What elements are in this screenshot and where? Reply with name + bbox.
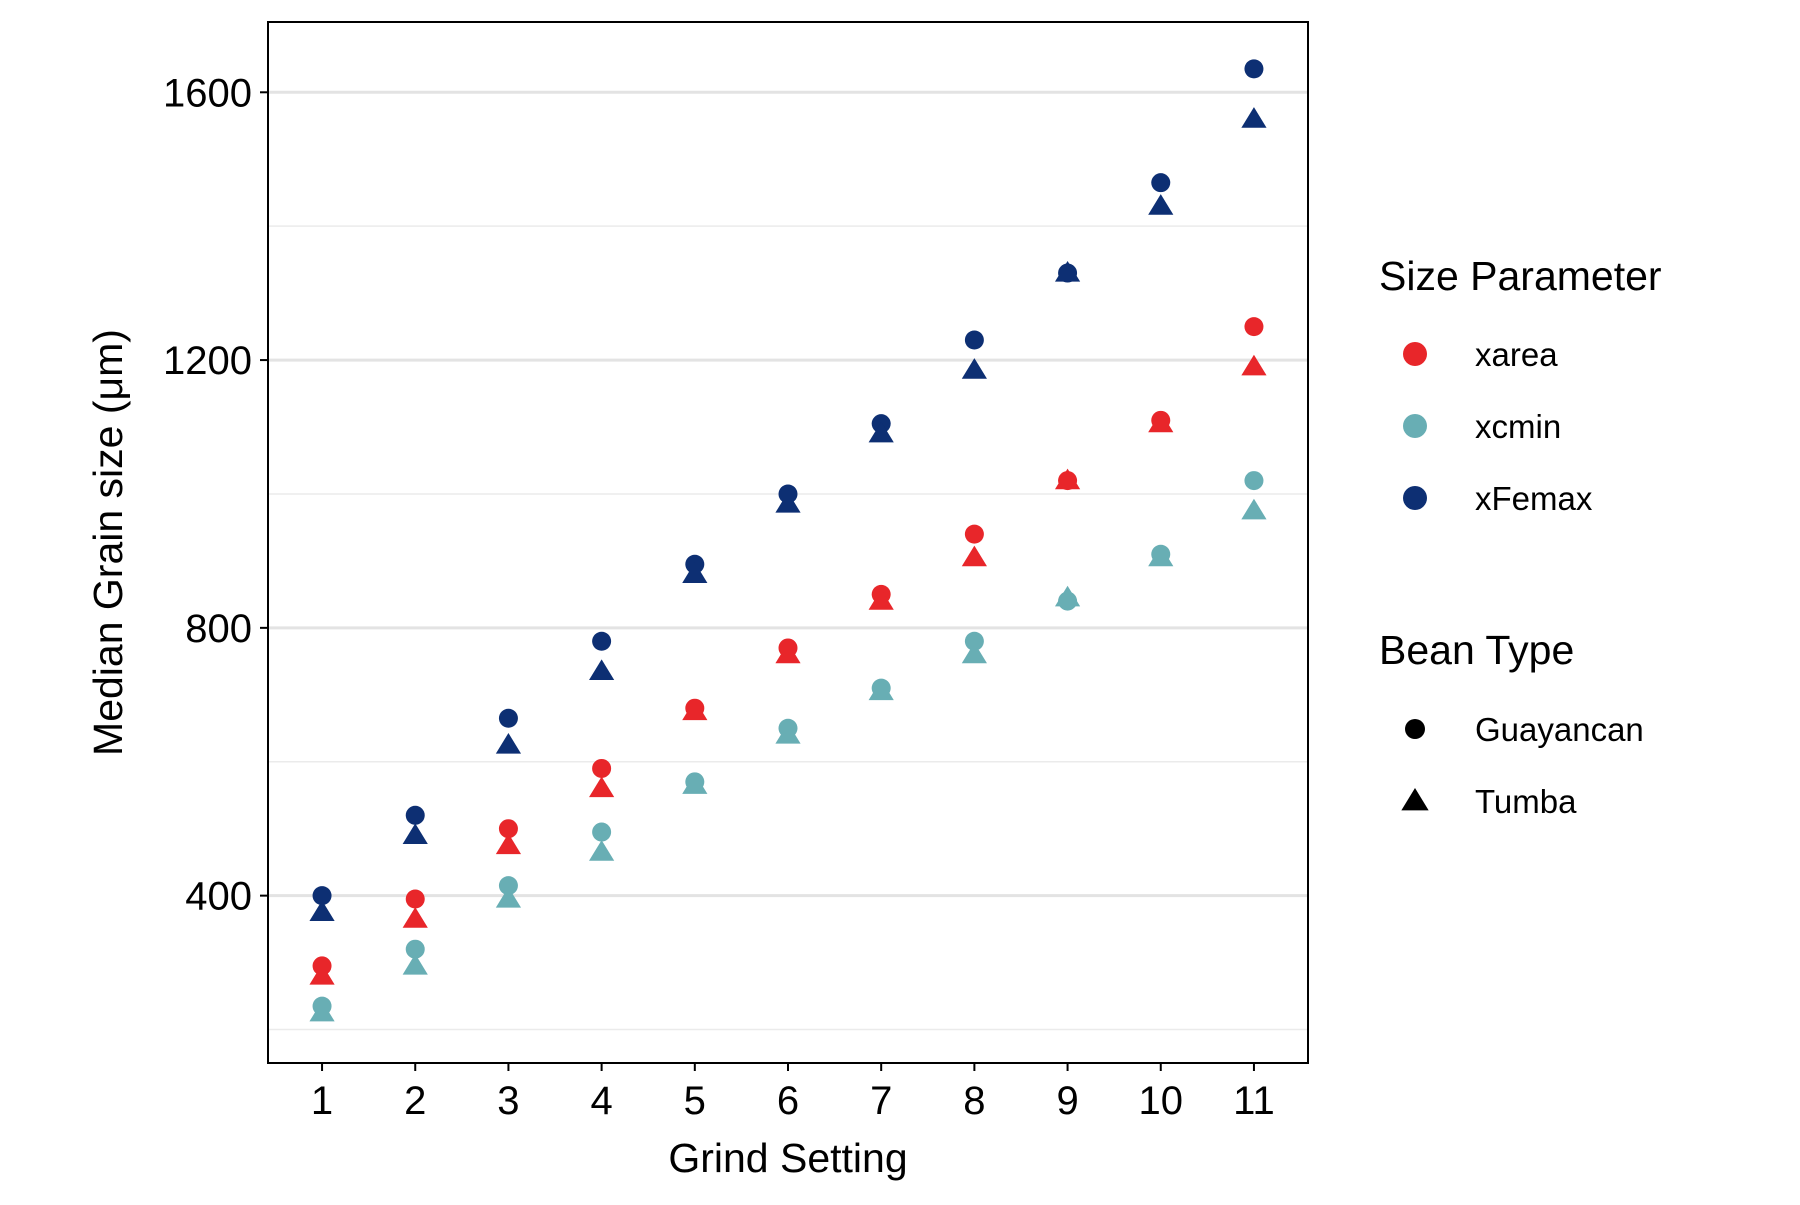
point-xFemax-tumba — [1148, 194, 1174, 215]
x-tick-label: 2 — [404, 1079, 426, 1123]
x-tick-label: 3 — [497, 1079, 519, 1123]
point-xarea-tumba — [589, 776, 615, 798]
point-xFemax-tumba — [1241, 107, 1267, 128]
point-xFemax-tumba — [402, 823, 428, 845]
legend-label-xFemax: xFemax — [1475, 480, 1593, 517]
point-xcmin-tumba — [402, 953, 428, 975]
legend: Size Parameter Bean Type xarea xcmin xFema… — [1379, 253, 1662, 820]
point-xFemax-tumba — [589, 659, 615, 681]
y-axis-title: Median Grain size (μm) — [85, 329, 131, 756]
legend-key-tumba — [1401, 788, 1429, 811]
grid-lines — [268, 90, 1308, 1031]
data-points — [309, 59, 1267, 1022]
point-xarea-tumba — [682, 699, 708, 721]
point-xcmin-guayancan — [592, 822, 612, 842]
x-tick-label: 11 — [1233, 1079, 1275, 1123]
x-tick-label: 1 — [311, 1079, 333, 1123]
legend-key-xcmin — [1403, 414, 1427, 438]
legend-key-xFemax — [1403, 486, 1427, 510]
x-tick-label: 6 — [777, 1079, 799, 1123]
x-tick-label: 8 — [963, 1079, 985, 1123]
point-xcmin-tumba — [1148, 545, 1174, 567]
x-tick-label: 9 — [1056, 1079, 1078, 1123]
point-xcmin-tumba — [961, 642, 987, 664]
point-xFemax-tumba — [868, 421, 894, 443]
point-xcmin-guayancan — [498, 876, 518, 896]
x-tick-label: 7 — [870, 1079, 892, 1123]
point-xarea-guayancan — [592, 758, 612, 778]
point-xFemax-guayancan — [312, 886, 332, 906]
point-xarea-tumba — [961, 545, 987, 567]
point-xarea-tumba — [1241, 354, 1267, 376]
point-xcmin-tumba — [589, 840, 615, 861]
point-xarea-tumba — [775, 642, 801, 664]
point-xarea-guayancan — [964, 524, 984, 544]
point-xarea-tumba — [1148, 411, 1174, 433]
legend-title-size-parameter: Size Parameter — [1379, 253, 1662, 299]
x-axis-title: Grind Setting — [668, 1135, 907, 1181]
legend-key-xarea — [1403, 342, 1427, 366]
point-xFemax-tumba — [1054, 261, 1081, 282]
point-xarea-tumba — [495, 833, 522, 855]
point-xcmin-tumba — [775, 722, 801, 744]
point-xcmin-tumba — [309, 1000, 335, 1022]
point-xFemax-tumba — [961, 358, 987, 379]
point-xFemax-tumba — [309, 900, 335, 922]
legend-label-xcmin: xcmin — [1475, 408, 1561, 445]
point-xcmin-tumba — [495, 886, 522, 908]
x-tick-label: 5 — [684, 1079, 706, 1123]
y-tick-label: 1600 — [163, 71, 252, 115]
point-xFemax-guayancan — [1151, 173, 1171, 193]
point-xarea-tumba — [309, 963, 335, 985]
y-axis: 400 800 1200 1600 — [163, 71, 268, 919]
point-xFemax-guayancan — [1244, 59, 1264, 79]
point-xFemax-tumba — [682, 562, 708, 583]
legend-label-xarea: xarea — [1475, 336, 1558, 373]
y-tick-label: 400 — [185, 875, 252, 919]
x-axis: 1 2 3 4 5 6 7 8 9 10 11 — [311, 1063, 1275, 1123]
point-xcmin-tumba — [868, 679, 894, 701]
point-xFemax-tumba — [495, 733, 522, 754]
x-tick-label: 4 — [590, 1079, 612, 1123]
legend-key-guayancan — [1405, 719, 1425, 739]
point-xcmin-tumba — [1054, 585, 1081, 607]
point-xFemax-tumba — [775, 492, 801, 513]
plot-panel-border — [267, 21, 1309, 1064]
point-xarea-tumba — [868, 589, 894, 610]
legend-label-tumba: Tumba — [1475, 783, 1577, 820]
point-xarea-tumba — [1054, 468, 1081, 490]
point-xarea-guayancan — [498, 819, 518, 839]
point-xcmin-guayancan — [964, 631, 984, 651]
point-xarea-guayancan — [405, 889, 425, 909]
y-tick-label: 800 — [185, 607, 252, 651]
point-xarea-guayancan — [1244, 317, 1264, 337]
point-xFemax-guayancan — [592, 631, 612, 651]
point-xcmin-guayancan — [1244, 471, 1264, 491]
point-xarea-tumba — [402, 907, 428, 928]
point-xcmin-tumba — [682, 773, 708, 794]
point-xFemax-guayancan — [964, 330, 984, 350]
point-xFemax-guayancan — [405, 805, 425, 825]
x-tick-label: 10 — [1139, 1079, 1184, 1123]
y-tick-label: 1200 — [163, 339, 252, 383]
point-xcmin-guayancan — [405, 939, 425, 959]
legend-label-guayancan: Guayancan — [1475, 711, 1644, 748]
point-xcmin-tumba — [1241, 498, 1267, 520]
point-xFemax-guayancan — [498, 708, 518, 728]
legend-title-bean-type: Bean Type — [1379, 627, 1574, 673]
